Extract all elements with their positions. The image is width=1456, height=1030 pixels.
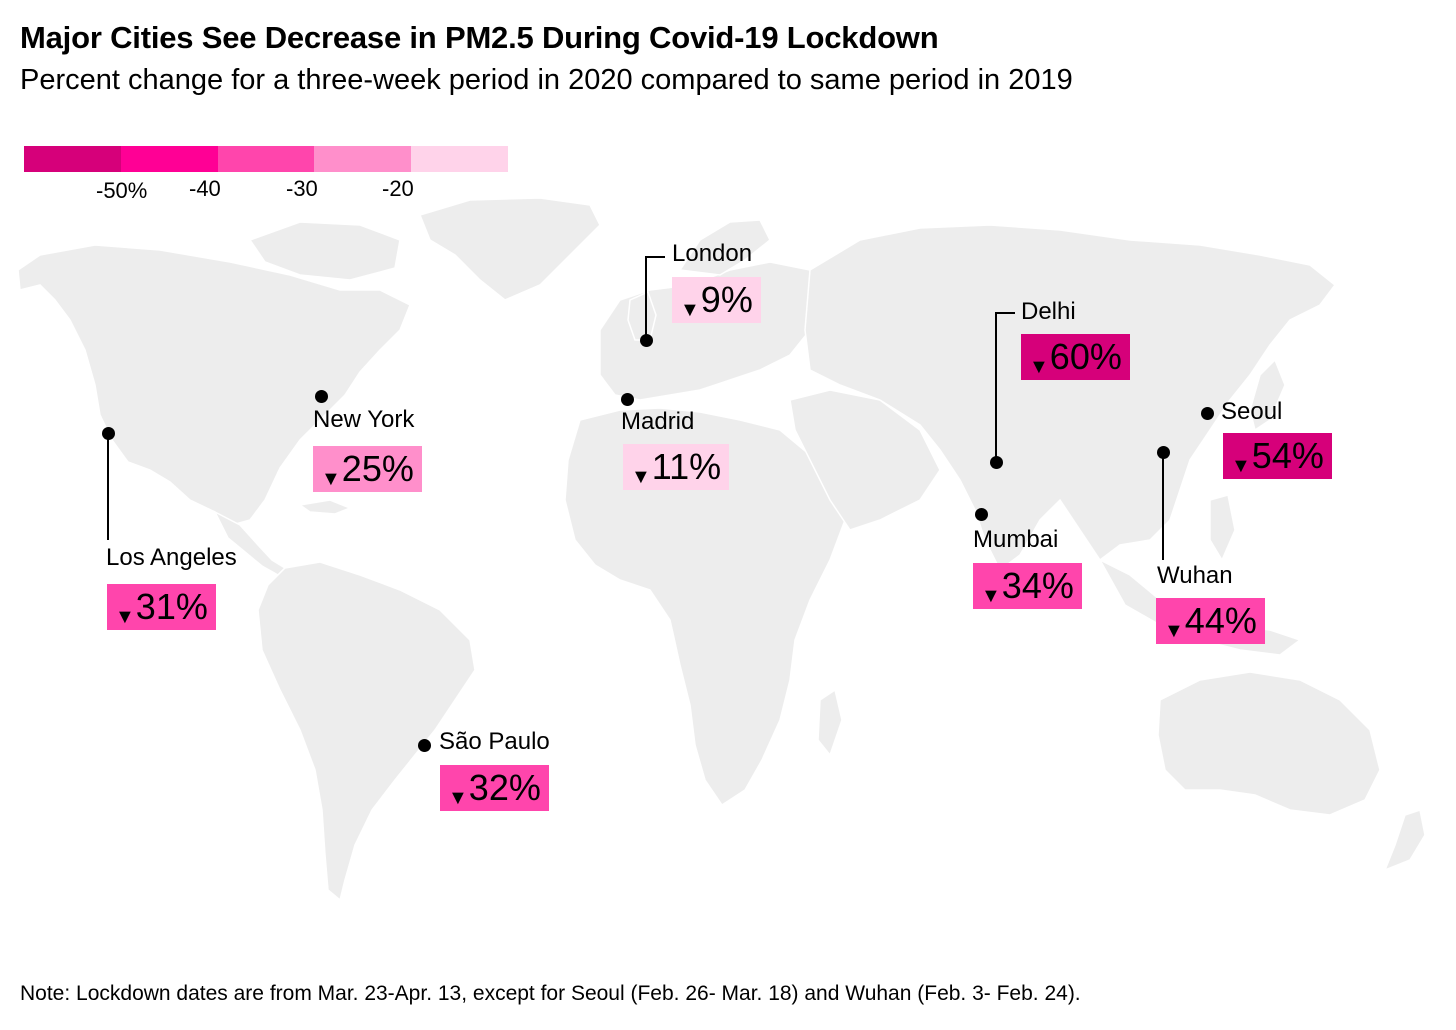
seoul-marker <box>1201 407 1214 420</box>
new-york-marker <box>315 390 328 403</box>
color-legend <box>24 146 508 172</box>
africa-shape <box>564 407 846 807</box>
wuhan-marker <box>1157 446 1170 459</box>
city-label-london: London <box>672 240 753 267</box>
city-label-delhi: Delhi <box>1021 298 1076 325</box>
asia-shape <box>804 224 1337 572</box>
sao-paulo-marker <box>418 739 431 752</box>
footnote: Note: Lockdown dates are from Mar. 23-Ap… <box>20 982 1081 1005</box>
value-badge-london: ▼9% <box>672 277 761 323</box>
value-badge-mumbai: ▼34% <box>973 563 1082 609</box>
down-arrow-icon: ▼ <box>1164 620 1184 642</box>
caribbean-shape <box>298 499 353 515</box>
mumbai-marker <box>975 508 988 521</box>
down-arrow-icon: ▼ <box>1029 356 1049 378</box>
city-label-sao-paulo: São Paulo <box>439 728 550 755</box>
city-label-madrid: Madrid <box>621 408 695 435</box>
madrid-marker <box>621 393 634 406</box>
london-leader <box>645 256 647 340</box>
philippines-shape <box>1209 494 1236 562</box>
middle-east-shape <box>789 389 941 531</box>
value-badge-madrid: ▼11% <box>623 444 730 490</box>
down-arrow-icon: ▼ <box>680 299 700 321</box>
australia-shape <box>1157 671 1381 816</box>
chart-subtitle: Percent change for a three-week period i… <box>20 64 1073 96</box>
down-arrow-icon: ▼ <box>321 468 341 490</box>
city-label-wuhan: Wuhan <box>1157 562 1233 589</box>
los-angeles-marker <box>102 427 115 440</box>
value-badge-seoul: ▼54% <box>1223 433 1332 479</box>
value-badge-los-angeles: ▼31% <box>107 584 216 630</box>
legend-swatch <box>217 146 315 172</box>
legend-swatch <box>120 146 218 172</box>
delhi-marker <box>990 456 1003 469</box>
legend-tick: -40 <box>189 176 221 201</box>
legend-swatch <box>411 146 508 172</box>
london-marker <box>640 334 653 347</box>
south-america-shape <box>257 561 476 902</box>
chart-title: Major Cities See Decrease in PM2.5 Durin… <box>20 20 939 55</box>
legend-swatch <box>24 146 121 172</box>
arctic-islands-shape <box>248 221 401 281</box>
delhi-leader <box>995 312 1015 314</box>
city-label-seoul: Seoul <box>1221 398 1283 425</box>
greenland-shape <box>418 197 601 301</box>
down-arrow-icon: ▼ <box>631 466 651 488</box>
down-arrow-icon: ▼ <box>115 606 135 628</box>
down-arrow-icon: ▼ <box>1231 455 1251 477</box>
city-label-new-york: New York <box>313 406 415 433</box>
london-leader <box>645 256 665 258</box>
scandinavia-shape <box>678 219 771 276</box>
north-america-shape <box>17 244 411 526</box>
japan-shape <box>1249 358 1286 432</box>
value-badge-new-york: ▼25% <box>313 446 422 492</box>
value-badge-sao-paulo: ▼32% <box>440 765 549 811</box>
value-badge-wuhan: ▼44% <box>1156 598 1265 644</box>
wuhan-leader <box>1162 453 1164 560</box>
legend-tick: -30 <box>286 176 318 201</box>
city-label-mumbai: Mumbai <box>973 526 1059 553</box>
legend-swatch <box>314 146 412 172</box>
madagascar-shape <box>817 688 843 757</box>
delhi-leader <box>995 312 997 462</box>
new-zealand-shape <box>1383 809 1426 872</box>
legend-tick: -20 <box>382 176 414 201</box>
los-angeles-leader <box>107 434 109 540</box>
down-arrow-icon: ▼ <box>448 787 468 809</box>
down-arrow-icon: ▼ <box>981 585 1001 607</box>
legend-tick: -50% <box>96 178 148 203</box>
city-label-los-angeles: Los Angeles <box>106 544 237 571</box>
value-badge-delhi: ▼60% <box>1021 334 1130 380</box>
